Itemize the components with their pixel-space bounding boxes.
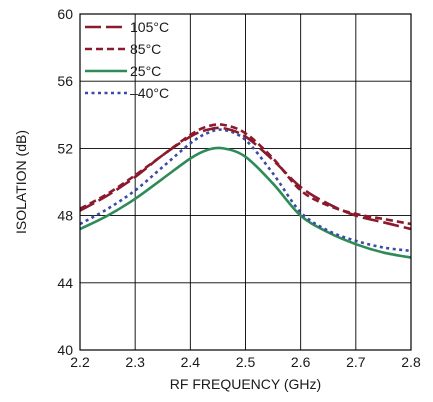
x-tick-label: 2.5 [236,354,256,370]
x-tick-label: 2.8 [401,354,421,370]
x-axis-label: RF FREQUENCY (GHz) [170,376,321,392]
y-tick-label: 44 [57,275,73,291]
x-tick-label: 2.7 [346,354,366,370]
series-line-40c [79,128,412,253]
x-tick-labels: 2.2 2.3 2.4 2.5 2.6 2.7 2.8 [70,354,421,370]
series-lines [79,123,412,259]
y-axis-label: ISOLATION (dB) [13,130,29,234]
y-tick-labels: 40 44 48 52 56 60 [57,6,73,358]
x-tick-label: 2.6 [291,354,311,370]
y-tick-label: 48 [57,208,73,224]
legend-label: 105°C [130,19,169,35]
x-tick-label: 2.4 [181,354,201,370]
grid-lines [80,14,411,350]
series-line-25c [79,146,412,259]
x-tick-label: 2.3 [125,354,145,370]
plot-frame [79,13,412,351]
y-tick-label: 40 [57,342,73,358]
legend: 105°C 85°C 25°C –40°C [85,19,169,101]
y-tick-label: 56 [57,73,73,89]
y-tick-label: 60 [57,6,73,22]
series-line-105c [79,126,412,231]
y-tick-label: 52 [57,140,73,156]
legend-label: 25°C [130,63,161,79]
legend-label: –40°C [130,85,169,101]
x-tick-label: 2.2 [70,354,90,370]
legend-label: 85°C [130,41,161,57]
